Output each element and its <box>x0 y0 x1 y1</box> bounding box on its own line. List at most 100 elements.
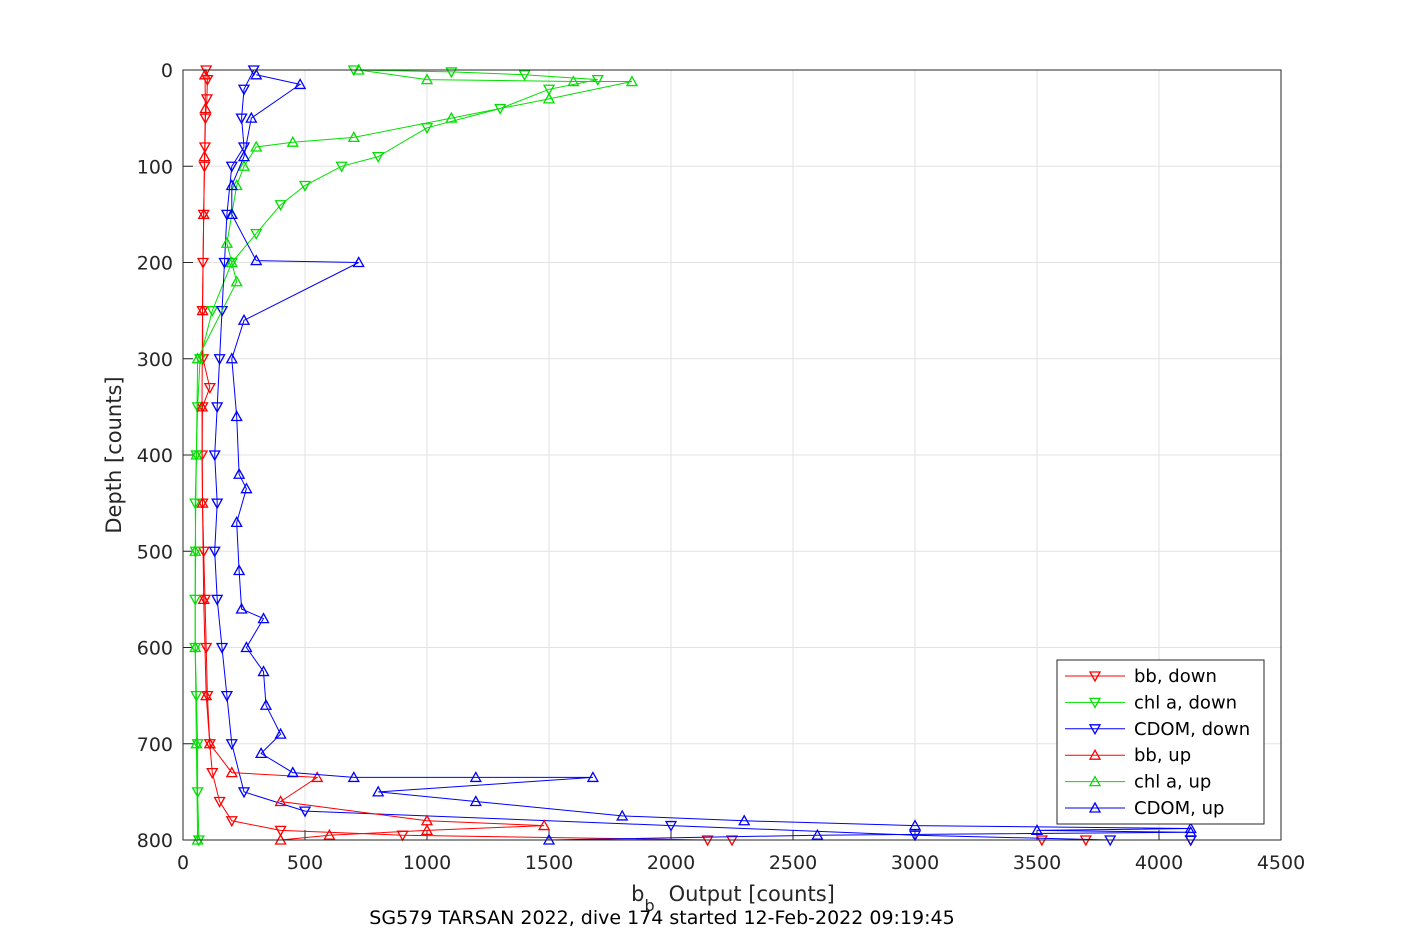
data-point <box>616 809 629 821</box>
x-tick-label: 4000 <box>1135 852 1183 874</box>
data-point <box>198 68 212 80</box>
x-tick-label: 1000 <box>403 852 451 874</box>
x-tick-label: 3500 <box>1013 852 1061 874</box>
data-point <box>196 496 209 508</box>
data-point <box>538 819 551 831</box>
data-point <box>237 787 251 799</box>
series-line <box>231 74 1191 841</box>
data-point <box>191 402 204 414</box>
data-point <box>311 771 324 783</box>
data-point <box>197 208 210 220</box>
data-point <box>372 151 385 163</box>
data-point <box>197 546 210 558</box>
data-point <box>1030 824 1044 836</box>
data-point <box>208 546 221 558</box>
data-point <box>199 102 212 114</box>
data-point <box>235 113 248 125</box>
data-point <box>469 771 482 783</box>
y-tick-label: 0 <box>161 60 173 82</box>
data-point <box>469 795 482 807</box>
data-point <box>225 208 238 220</box>
data-point <box>250 68 263 80</box>
data-point <box>200 642 213 654</box>
data-point <box>250 254 263 266</box>
data-point <box>225 739 238 751</box>
data-point <box>189 544 202 556</box>
data-point <box>213 796 226 808</box>
data-point <box>420 73 434 85</box>
data-point <box>625 75 639 87</box>
data-point <box>189 498 202 510</box>
data-point <box>206 767 219 779</box>
y-tick-label: 600 <box>137 638 173 660</box>
data-point <box>189 641 202 653</box>
data-point <box>250 140 263 152</box>
data-point <box>218 257 231 269</box>
data-point <box>237 159 251 171</box>
data-point <box>586 771 600 783</box>
x-tick-labels: 0 500 1000 1500 2000 2500 3000 3500 4000 4500 <box>177 852 1305 874</box>
data-point <box>191 787 204 799</box>
x-tick-label: 4500 <box>1257 852 1305 874</box>
series-layer <box>189 63 1197 847</box>
data-point <box>225 161 238 173</box>
data-point <box>200 689 213 701</box>
data-point <box>335 161 348 173</box>
y-tick-label: 700 <box>137 734 173 756</box>
data-point <box>294 78 307 90</box>
data-point <box>274 825 287 837</box>
data-point <box>211 402 224 414</box>
data-point <box>200 94 214 106</box>
legend-marker <box>1088 801 1102 813</box>
data-point <box>738 814 751 826</box>
legend-label: chl a, up <box>1134 772 1211 793</box>
y-tick-label: 300 <box>137 349 173 371</box>
legend-label: bb, down <box>1134 666 1217 687</box>
series-cdom-up <box>225 68 1197 845</box>
data-point <box>420 123 434 135</box>
x-tick-label: 0 <box>177 852 189 874</box>
data-point <box>211 594 224 606</box>
data-point <box>198 150 211 162</box>
data-point <box>274 795 287 807</box>
data-point <box>257 665 270 677</box>
legend-marker <box>1088 697 1102 709</box>
data-point <box>347 131 360 143</box>
data-point <box>191 352 204 364</box>
data-point <box>206 305 219 317</box>
data-point <box>240 482 253 494</box>
data-point <box>237 150 251 162</box>
data-point <box>908 819 922 831</box>
y-axis-label: Depth [counts] <box>102 376 126 533</box>
data-point <box>257 612 270 624</box>
data-point <box>230 275 243 287</box>
x-tick-label: 1500 <box>525 852 573 874</box>
data-point <box>237 313 251 325</box>
data-point <box>190 690 203 702</box>
data-point <box>254 747 268 759</box>
data-point <box>286 766 299 778</box>
data-point <box>274 200 287 212</box>
x-tick-label: 500 <box>287 852 323 874</box>
legend-label: CDOM, up <box>1134 798 1224 819</box>
data-point <box>225 179 238 191</box>
legend-marker <box>1088 775 1102 787</box>
data-point <box>372 785 385 797</box>
data-point <box>230 516 243 528</box>
x-tick-label: 2500 <box>769 852 817 874</box>
series-line <box>201 74 545 841</box>
data-point <box>908 830 922 842</box>
y-tick-label: 100 <box>137 156 173 178</box>
data-point <box>225 816 238 828</box>
legend-label: CDOM, down <box>1134 719 1250 740</box>
x-tick-label: 2000 <box>647 852 695 874</box>
data-point <box>190 737 203 749</box>
legend-label: bb, up <box>1134 745 1191 766</box>
data-point <box>225 256 238 268</box>
series-line <box>194 69 633 841</box>
legend-box <box>1056 659 1265 825</box>
data-point <box>240 641 253 653</box>
data-point <box>1184 822 1197 834</box>
data-point <box>203 737 216 749</box>
series-bb-up <box>195 68 551 845</box>
